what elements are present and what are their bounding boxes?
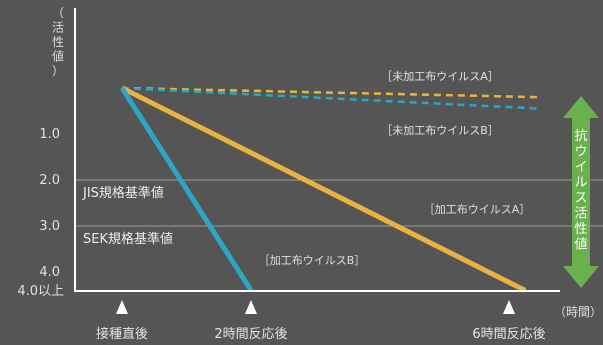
series-lines (119, 85, 542, 293)
axes (74, 8, 560, 292)
x-tick-label: 2時間反応後 (214, 327, 287, 342)
arrow-label-char: 活 (574, 207, 587, 222)
x-tick-marker (116, 300, 128, 314)
y-tick-label: 4.0 (39, 265, 60, 280)
double-arrow (563, 96, 599, 288)
y-axis-label-char: ） (52, 64, 64, 78)
y-axis-label-char: （ (52, 6, 64, 20)
arrow-label-char: 値 (574, 237, 587, 253)
reference-label: JIS規格基準値 (82, 185, 164, 201)
y-tick-label: 4.0以上 (17, 284, 64, 299)
reference-label: SEK規格基準値 (83, 231, 173, 247)
series-label: ［未加工布ウイルスB］ (381, 124, 499, 137)
arrow-label-char: ル (574, 176, 587, 191)
series-line (120, 85, 527, 293)
series-label: ［加工布ウイルスA］ (424, 203, 531, 216)
x-tick-marker (245, 300, 257, 314)
y-axis-label-char: 値 (52, 49, 64, 64)
series-label: ［加工布ウイルスB］ (259, 254, 366, 267)
arrow-label-char: 性 (574, 222, 587, 237)
arrow-label-char: ス (574, 191, 587, 206)
series-line (121, 86, 542, 99)
arrow-label-char: 抗 (574, 129, 587, 144)
reference-gridlines (75, 179, 603, 227)
x-tick-label: 6時間反応後 (472, 327, 545, 342)
x-tick-label: 接種直後 (96, 326, 148, 342)
x-ticks: 接種直後 2時間反応後 6時間反応後 （時間） (96, 300, 602, 342)
series-line (121, 86, 542, 110)
y-tick-label: 3.0 (39, 219, 60, 234)
y-tick-labels: 1.0 2.0 3.0 4.0 4.0以上 (17, 127, 64, 299)
reference-labels: JIS規格基準値 SEK規格基準値 (82, 185, 173, 247)
series-labels: ［未加工布ウイルスA］ ［未加工布ウイルスB］ ［加工布ウイルスA］ ［加工布ウイルス… (259, 70, 531, 267)
y-axis-label-char: 活 (52, 21, 64, 35)
x-tick-marker (503, 300, 515, 314)
y-axis-label: （活性値） (52, 6, 64, 78)
y-tick-label: 2.0 (39, 173, 60, 188)
arrow-label-char: イ (574, 160, 587, 175)
arrow-label-char: ウ (574, 145, 587, 160)
y-tick-label: 1.0 (39, 127, 60, 142)
y-axis-label-char: 性 (52, 35, 64, 49)
x-axis-unit: （時間） (554, 305, 602, 319)
series-label: ［未加工布ウイルスA］ (381, 70, 499, 83)
series-line (119, 86, 254, 292)
